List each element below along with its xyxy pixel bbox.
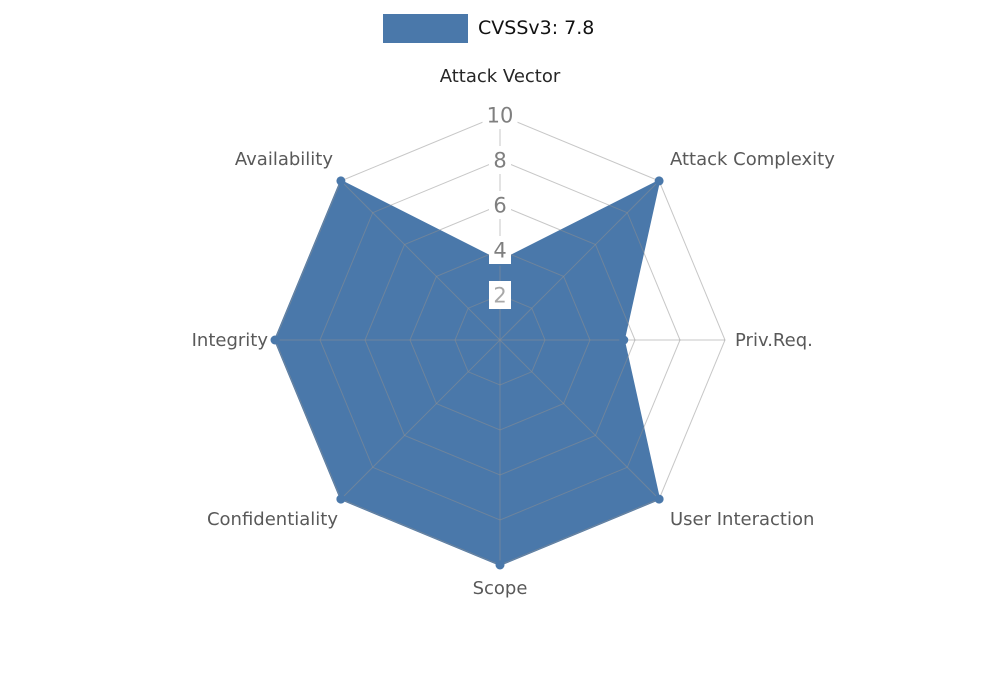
vertex-dot xyxy=(495,560,505,570)
axis-spoke xyxy=(499,339,660,500)
axis-label: Availability xyxy=(235,149,333,170)
tick-label: 2 xyxy=(493,284,506,308)
vertex-dot xyxy=(336,494,346,504)
axis-label: Priv.Req. xyxy=(735,330,813,351)
axis-label: Scope xyxy=(473,578,528,599)
tick-label: 6 xyxy=(493,194,506,218)
tick-label: 10 xyxy=(487,104,514,128)
legend: CVSSv3: 7.8 xyxy=(383,14,594,43)
axis-label: Integrity xyxy=(192,330,269,351)
axis-label: Confidentiality xyxy=(207,509,338,530)
tick-label-box xyxy=(489,281,511,309)
axis-spoke xyxy=(340,339,501,500)
tick-label: 8 xyxy=(493,149,506,173)
axis-label: User Interaction xyxy=(670,509,814,530)
legend-label: CVSSv3: 7.8 xyxy=(478,17,595,39)
tick-label: 4 xyxy=(493,239,506,263)
axis-spoke xyxy=(499,180,660,341)
axis-label: Attack Vector xyxy=(440,66,561,87)
tick-label-box xyxy=(489,191,511,219)
tick-label-box xyxy=(482,101,518,129)
tick-label-box xyxy=(489,236,511,264)
vertex-dot xyxy=(336,176,346,186)
tick-label-box xyxy=(489,146,511,174)
vertex-dot xyxy=(619,335,629,345)
axis-spoke xyxy=(340,180,501,341)
vertex-dot xyxy=(654,494,664,504)
vertex-dot xyxy=(654,176,664,186)
vertex-dot xyxy=(270,335,280,345)
legend-swatch xyxy=(383,14,468,43)
axis-label: Attack Complexity xyxy=(670,149,835,170)
